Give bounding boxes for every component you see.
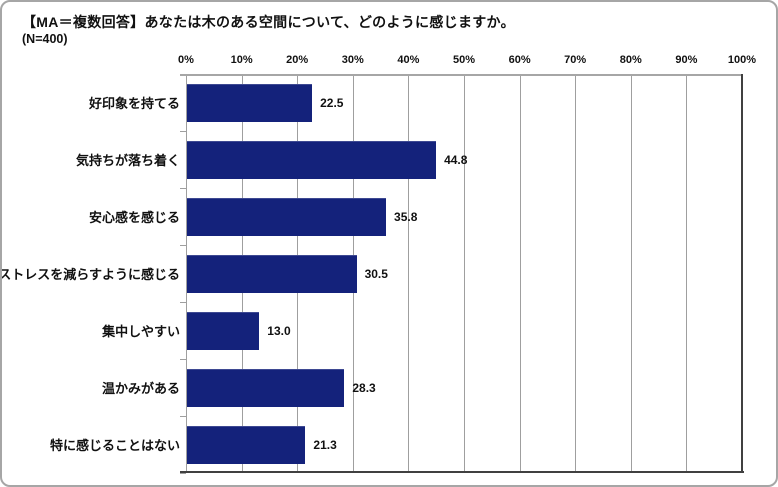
right-axis-line xyxy=(741,74,743,473)
bar-value-label: 21.3 xyxy=(313,437,337,452)
axis-tick xyxy=(241,76,243,81)
x-tick-label: 50% xyxy=(452,54,476,66)
x-tick-label: 80% xyxy=(619,54,642,66)
x-tick-label: 60% xyxy=(508,54,531,66)
bar xyxy=(187,254,357,293)
axis-tick xyxy=(519,76,521,81)
bar xyxy=(187,425,306,464)
bar-value-label: 35.8 xyxy=(394,209,418,224)
category-label: 安心感を感じる xyxy=(88,210,180,225)
category-label: 好印象を持てる xyxy=(88,96,180,111)
x-axis-labels: 0% 10% 20% 30% 40% 50% 60% 70% 80% 90% 100% xyxy=(178,54,756,70)
axis-tick xyxy=(180,245,186,246)
axis-tick xyxy=(297,76,299,81)
x-tick-label: 30% xyxy=(341,54,364,66)
axis-tick xyxy=(186,76,187,81)
bottom-axis-line xyxy=(180,471,744,473)
axis-tick xyxy=(180,302,186,303)
gridline xyxy=(575,74,577,473)
x-tick-label: 90% xyxy=(675,54,698,66)
bar-value-label: 30.5 xyxy=(364,266,388,281)
axis-tick xyxy=(180,416,186,417)
axis-tick xyxy=(180,188,186,189)
x-tick-label: 40% xyxy=(397,54,420,66)
x-tick-label: 100% xyxy=(727,54,757,66)
axis-tick xyxy=(352,76,354,81)
gridline xyxy=(630,74,632,473)
axis-tick xyxy=(408,76,410,81)
gridline xyxy=(408,74,410,473)
bar xyxy=(187,311,260,350)
axis-tick xyxy=(180,359,186,360)
bar-value-label: 22.5 xyxy=(320,95,344,110)
axis-tick xyxy=(630,76,632,81)
chart-title: 【MA＝複数回答】あなたは木のある空間について、どのように感じますか。 xyxy=(22,14,515,30)
x-tick-label: 0% xyxy=(178,54,194,66)
axis-tick xyxy=(686,76,688,81)
category-label: 集中しやすい xyxy=(102,324,180,339)
bar-value-label: 13.0 xyxy=(267,323,291,338)
axis-tick xyxy=(464,76,465,81)
bar xyxy=(187,197,387,236)
gridline xyxy=(464,74,465,473)
bar-value-label: 44.8 xyxy=(444,152,468,167)
category-label: ストレスを減らすように感じる xyxy=(0,267,180,282)
gridline xyxy=(186,74,187,473)
axis-tick xyxy=(180,473,186,474)
sample-size: (N=400) xyxy=(22,32,68,46)
gridline xyxy=(519,74,521,473)
category-axis: 好印象を持てる気持ちが落ち着く安心感を感じるストレスを減らすように感じる集中しや… xyxy=(0,74,180,473)
bar xyxy=(187,140,437,179)
category-label: 気持ちが落ち着く xyxy=(75,153,180,168)
gridline xyxy=(686,74,688,473)
axis-tick xyxy=(575,76,577,81)
plot-area: 22.5 44.8 35.8 30.5 13.0 28.3 21.3 xyxy=(180,74,744,474)
x-tick-label: 10% xyxy=(230,54,253,66)
bar xyxy=(187,83,313,122)
axis-tick xyxy=(180,131,186,132)
bar-value-label: 28.3 xyxy=(352,380,376,395)
x-tick-label: 20% xyxy=(286,54,309,66)
category-label: 温かみがある xyxy=(101,381,180,396)
bar xyxy=(187,368,345,407)
category-label: 特に感じることはない xyxy=(49,438,180,453)
x-tick-label: 70% xyxy=(564,54,587,66)
x-axis-line xyxy=(180,74,743,76)
